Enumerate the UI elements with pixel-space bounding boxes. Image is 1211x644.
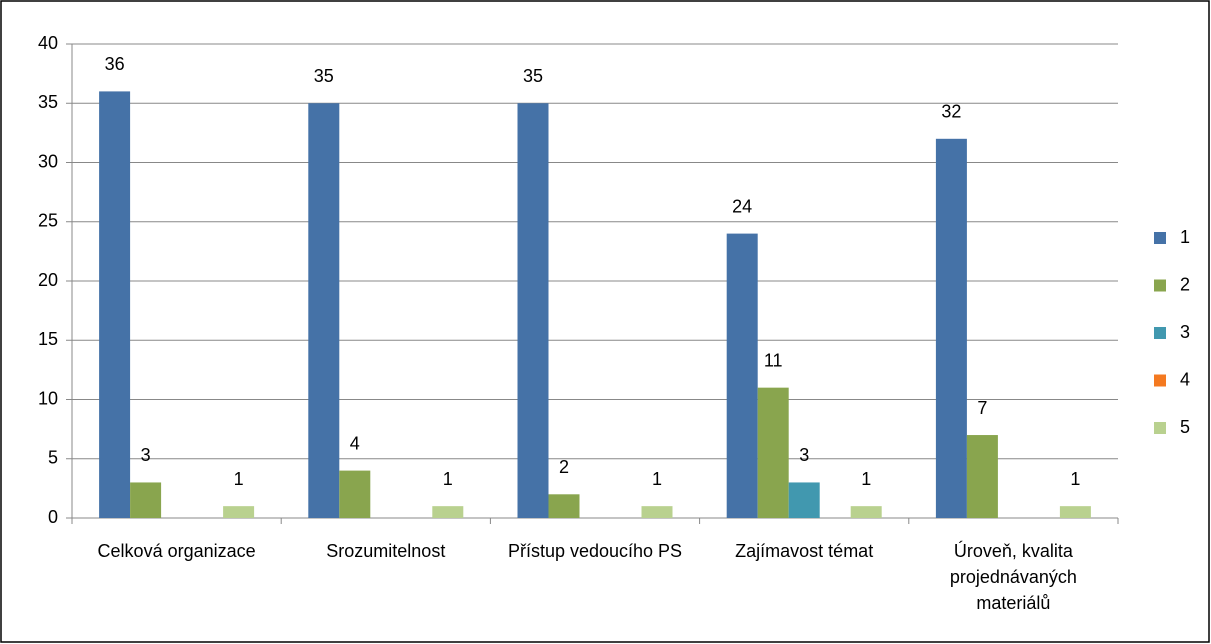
- x-tick-label: Celková organizace: [97, 541, 256, 561]
- data-label: 11: [764, 350, 783, 370]
- bar: [1059, 506, 1091, 518]
- data-label: 35: [523, 66, 543, 86]
- data-label: 35: [314, 66, 334, 86]
- bar: [223, 506, 255, 518]
- data-label: 1: [652, 469, 662, 489]
- data-label: 1: [443, 469, 453, 489]
- legend-label: 4: [1180, 369, 1190, 389]
- legend-label: 2: [1180, 274, 1190, 294]
- y-tick-label: 25: [38, 211, 58, 231]
- bar: [517, 103, 549, 518]
- bar: [339, 470, 371, 518]
- y-tick-label: 35: [38, 92, 58, 112]
- bar: [308, 103, 340, 518]
- legend-swatch: [1154, 232, 1166, 244]
- bar: [641, 506, 673, 518]
- legend-swatch: [1154, 374, 1166, 387]
- y-tick-label: 10: [38, 388, 58, 408]
- x-tick-label: Úroveň, kvalita projednávaných materiálů: [949, 541, 1077, 613]
- data-label: 36: [105, 54, 125, 74]
- bar: [757, 387, 789, 518]
- bar: [726, 233, 758, 518]
- bar: [130, 482, 162, 518]
- x-tick-label: Přístup vedoucího PS: [507, 541, 683, 561]
- legend-label: 5: [1180, 417, 1190, 437]
- bar: [966, 435, 998, 518]
- legend-label: 1: [1180, 227, 1190, 247]
- x-tick-label: Srozumitelnost: [326, 541, 446, 561]
- data-label: 24: [732, 196, 752, 216]
- data-label: 7: [977, 398, 987, 418]
- legend-swatch: [1154, 327, 1166, 339]
- y-tick-label: 5: [48, 448, 58, 468]
- y-tick-label: 20: [38, 270, 58, 290]
- y-tick-label: 0: [48, 507, 58, 527]
- x-tick-label: Zajímavost témat: [735, 541, 874, 561]
- data-label: 3: [141, 445, 151, 465]
- data-label: 4: [350, 433, 360, 453]
- y-tick-label: 40: [38, 33, 58, 53]
- legend-swatch: [1154, 279, 1166, 292]
- bar: [99, 91, 131, 519]
- data-label: 1: [861, 469, 871, 489]
- data-label: 1: [234, 469, 244, 489]
- legend-swatch: [1154, 422, 1166, 434]
- bar: [432, 506, 464, 518]
- data-label: 2: [559, 457, 569, 477]
- data-label: 1: [1070, 469, 1080, 489]
- data-label: 32: [941, 102, 961, 122]
- bar: [788, 482, 820, 518]
- legend-label: 3: [1180, 322, 1190, 342]
- data-label: 3: [799, 445, 809, 465]
- bar: [850, 506, 882, 518]
- y-tick-label: 30: [38, 151, 58, 171]
- bar: [935, 138, 967, 519]
- y-tick-label: 15: [38, 329, 58, 349]
- bar: [548, 494, 580, 518]
